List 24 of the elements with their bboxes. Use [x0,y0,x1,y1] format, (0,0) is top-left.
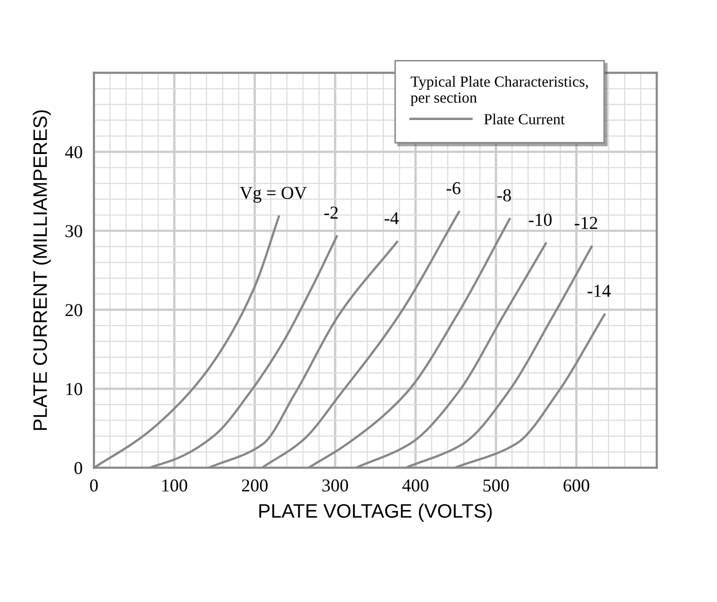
x-tick-label: 400 [402,479,428,492]
annotation: -8 [497,189,511,202]
x-tick-label: 500 [483,479,509,492]
y-tick-label: 0 [74,462,82,474]
annotation: -14 [588,284,611,297]
annotation: -4 [384,212,399,224]
y-tick-label: 40 [65,146,82,158]
x-axis-title: PLATE VOLTAGE (VOLTS) [259,504,492,522]
annotation: -2 [324,206,338,219]
legend-title: Typical Plate Characteristics, per section [410,76,588,106]
y-tick-label: 10 [66,383,82,396]
x-tick-label: 600 [564,479,590,492]
annotation: -10 [528,214,552,226]
x-tick-label: 300 [322,479,348,492]
annotation: -12 [574,216,598,229]
x-tick-label: 0 [90,479,98,492]
x-tick-label: 100 [162,479,188,492]
y-axis-title: PLATE CURRENT (MILLIAMPERES) [32,110,51,430]
annotation: Vg = OV [240,186,307,203]
y-tick-label: 20 [66,304,82,316]
legend-label: Plate Current [484,114,565,124]
x-tick-label: 200 [242,479,268,492]
annotation: -6 [446,182,460,194]
y-tick-label: 30 [66,225,82,238]
